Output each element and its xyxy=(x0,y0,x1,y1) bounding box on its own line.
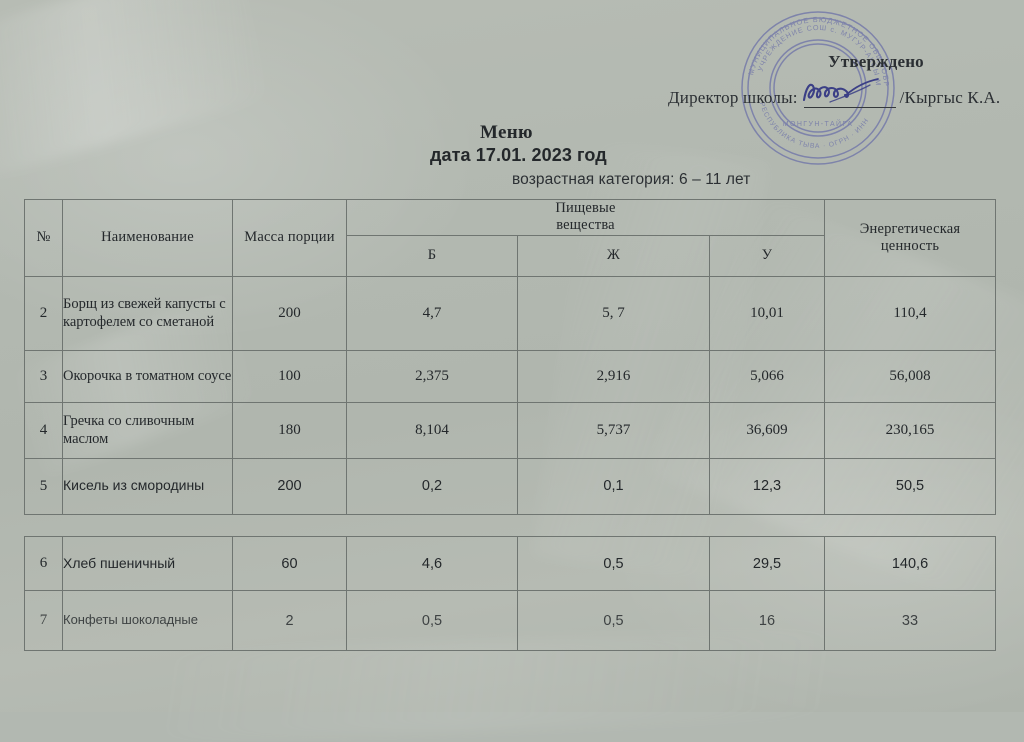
cell-num: 4 xyxy=(24,401,63,459)
cell-energy: 50,5 xyxy=(824,457,996,515)
cell-protein: 4,7 xyxy=(346,275,518,351)
cell-carbs: 5,066 xyxy=(709,349,825,403)
cell-energy: 230,165 xyxy=(824,401,996,459)
cell-name: Кисель из смородины xyxy=(62,457,233,515)
cell-fat: 0,5 xyxy=(517,536,710,591)
cell-protein: 0,5 xyxy=(346,590,518,651)
cell-protein: 2,375 xyxy=(346,349,518,403)
cell-mass: 200 xyxy=(232,275,347,351)
nutrition-table: № Наименование Масса порции Пищевые веще… xyxy=(24,199,996,515)
header-cell-num: № xyxy=(24,199,63,277)
cell-mass: 100 xyxy=(232,349,347,403)
header-cell-mass: Масса порции xyxy=(232,199,347,277)
menu-date: дата 17.01. 2023 год xyxy=(430,145,607,165)
cell-mass: 2 xyxy=(232,590,347,651)
cell-name: Гречка со сливочным маслом xyxy=(62,401,233,459)
cell-name: Окорочка в томатном соусе xyxy=(62,349,233,403)
cell-num: 7 xyxy=(24,590,63,651)
cell-num: 2 xyxy=(24,275,63,351)
header-cell-protein: Б xyxy=(346,234,518,277)
cell-name: Борщ из свежей капусты с картофелем со с… xyxy=(62,275,233,351)
cell-protein: 0,2 xyxy=(346,457,518,515)
director-label: Директор школы: xyxy=(668,88,798,107)
svg-text:РЕСПУБЛИКА ТЫВА · ОГРН · ИНН: РЕСПУБЛИКА ТЫВА · ОГРН · ИНН xyxy=(758,101,871,150)
cell-carbs: 29,5 xyxy=(709,536,825,591)
table-header-row-2: Б Ж У xyxy=(25,234,996,277)
approval-title: Утверждено xyxy=(828,52,924,71)
cell-energy: 56,008 xyxy=(824,349,996,403)
cell-num: 5 xyxy=(24,457,63,515)
extra-items-table: 6 Хлеб пшеничный 60 4,6 0,5 29,5 140,6 7… xyxy=(24,536,996,651)
cell-energy: 140,6 xyxy=(824,536,996,591)
cell-energy: 33 xyxy=(824,590,996,651)
cell-fat: 0,5 xyxy=(517,590,710,651)
cell-mass: 180 xyxy=(232,401,347,459)
cell-protein: 8,104 xyxy=(346,401,518,459)
page-title: Меню xyxy=(480,122,533,143)
cell-energy: 110,4 xyxy=(824,275,996,351)
header-cell-fat: Ж xyxy=(517,234,710,277)
cell-name: Конфеты шоколадные xyxy=(62,590,233,651)
table-row: 6 Хлеб пшеничный 60 4,6 0,5 29,5 140,6 xyxy=(24,536,996,591)
director-name: /Кыргыс К.А. xyxy=(899,88,1001,107)
header-cell-energy: Энергетическая ценность xyxy=(824,199,996,277)
cell-carbs: 12,3 xyxy=(709,457,825,515)
cell-protein: 4,6 xyxy=(346,536,518,591)
header-cell-carbs: У xyxy=(709,234,825,277)
cell-carbs: 10,01 xyxy=(709,275,825,351)
cell-name: Хлеб пшеничный xyxy=(62,536,233,591)
header-cell-nutrients: Пищевые вещества xyxy=(346,199,825,236)
table-row: 7 Конфеты шоколадные 2 0,5 0,5 16 33 xyxy=(24,590,996,651)
cell-fat: 0,1 xyxy=(517,457,710,515)
age-category: возрастная категория: 6 – 11 лет xyxy=(512,171,751,188)
table-row: 3 Окорочка в томатном соусе 100 2,375 2,… xyxy=(24,349,996,403)
table-row: 4 Гречка со сливочным маслом 180 8,104 5… xyxy=(24,401,996,459)
approval-block: Утверждено Директор школы: /Кыргыс К.А. xyxy=(668,52,1008,108)
sleeve-glare xyxy=(0,0,275,179)
signature-field[interactable] xyxy=(802,78,896,108)
cell-fat: 5, 7 xyxy=(517,275,710,351)
cell-num: 6 xyxy=(24,536,63,591)
director-signature-line: Директор школы: /Кыргыс К.А. xyxy=(668,78,1008,108)
cell-mass: 60 xyxy=(232,536,347,591)
cell-carbs: 16 xyxy=(709,590,825,651)
table-row: 5 Кисель из смородины 200 0,2 0,1 12,3 5… xyxy=(24,457,996,515)
header-cell-name: Наименование xyxy=(62,199,233,277)
cell-carbs: 36,609 xyxy=(709,401,825,459)
cell-fat: 5,737 xyxy=(517,401,710,459)
table-row: 2 Борщ из свежей капусты с картофелем со… xyxy=(24,275,996,351)
cell-fat: 2,916 xyxy=(517,349,710,403)
svg-text:МОНГУН-ТАЙГА: МОНГУН-ТАЙГА xyxy=(783,119,854,128)
table-header-row-1: № Наименование Масса порции Пищевые веще… xyxy=(24,199,996,277)
cell-num: 3 xyxy=(24,349,63,403)
cell-mass: 200 xyxy=(232,457,347,515)
handwritten-signature-icon xyxy=(802,78,879,103)
